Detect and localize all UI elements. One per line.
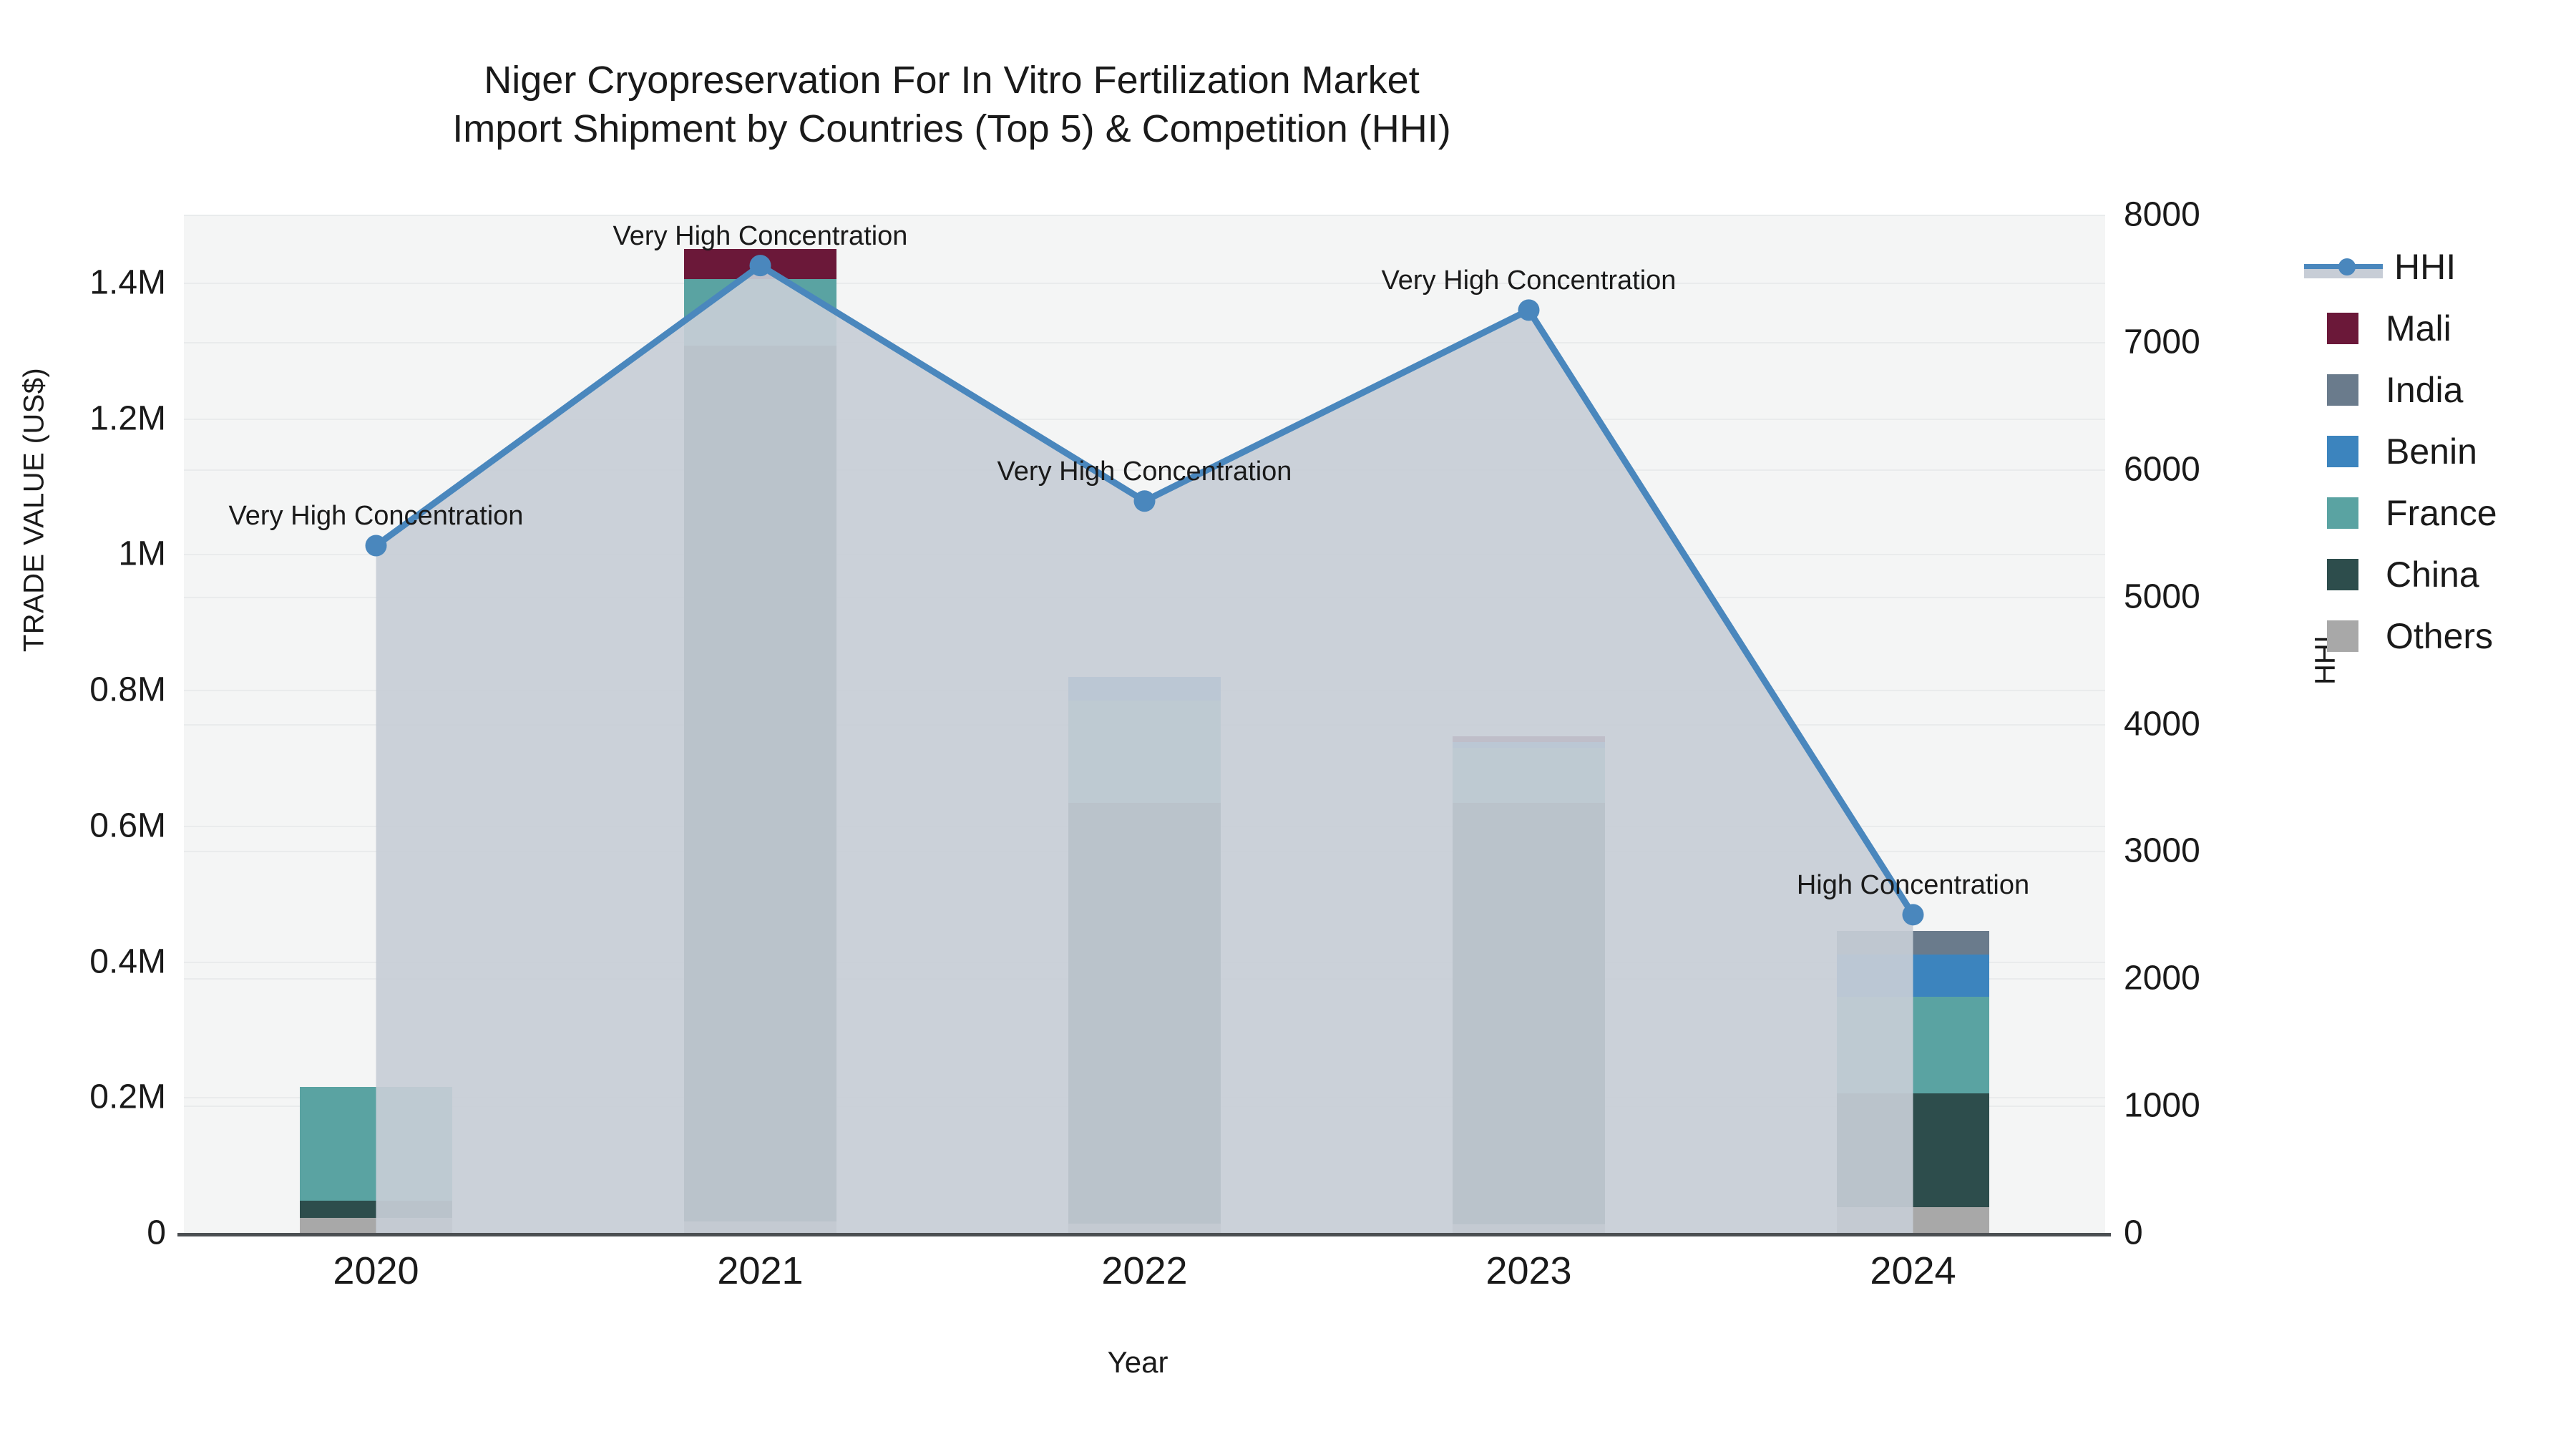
y-axis-left-tick: 0.2M	[89, 1078, 166, 1116]
x-axis-tick: 2022	[1101, 1249, 1188, 1292]
bar-group[interactable]	[1453, 215, 1605, 1233]
y-axis-right-tick: 7000	[2124, 323, 2200, 361]
y-axis-left-title: TRADE VALUE (US$)	[18, 367, 50, 653]
legend-item-france[interactable]: France	[2304, 482, 2497, 544]
y-axis-left-tick: 1.4M	[89, 263, 166, 302]
bar-segment-france[interactable]	[1068, 701, 1221, 803]
legend-item-others[interactable]: Others	[2304, 605, 2497, 667]
legend-swatch-icon	[2327, 620, 2358, 652]
bar-segment-china[interactable]	[300, 1201, 452, 1219]
legend-label: France	[2386, 493, 2497, 533]
bar-segment-mali[interactable]	[1453, 736, 1605, 743]
legend-swatch-icon	[2327, 497, 2358, 529]
bar-segment-others[interactable]	[300, 1218, 452, 1233]
bar-segment-china[interactable]	[1837, 1093, 1989, 1207]
bar-segment-france[interactable]	[1453, 747, 1605, 804]
bar-segment-benin[interactable]	[1837, 955, 1989, 997]
bar-segment-china[interactable]	[1453, 803, 1605, 1224]
legend-item-benin[interactable]: Benin	[2304, 421, 2497, 482]
bars-layer	[184, 215, 2105, 1233]
bar-group[interactable]	[300, 215, 452, 1233]
title-line-1: Niger Cryopreservation For In Vitro Fert…	[484, 59, 1420, 102]
x-axis-title: Year	[1107, 1345, 1169, 1379]
bar-segment-benin[interactable]	[1453, 742, 1605, 748]
y-axis-right-tick: 8000	[2124, 195, 2200, 234]
legend-item-hhi[interactable]: HHI	[2304, 236, 2497, 298]
legend-label: Mali	[2386, 308, 2451, 348]
x-axis-tick: 2024	[1870, 1249, 1956, 1292]
y-axis-right-tick: 4000	[2124, 705, 2200, 743]
y-axis-left-tick: 1.2M	[89, 399, 166, 438]
legend-label: Benin	[2386, 431, 2477, 472]
legend-item-india[interactable]: India	[2304, 359, 2497, 421]
y-axis-right-tick: 3000	[2124, 831, 2200, 870]
page-title: Niger Cryopreservation For In Vitro Fert…	[0, 56, 1903, 153]
bar-segment-france[interactable]	[300, 1087, 452, 1201]
y-axis-right-tick: 2000	[2124, 959, 2200, 997]
bar-segment-benin[interactable]	[1068, 677, 1221, 701]
y-axis-left-tick: 0.4M	[89, 942, 166, 981]
bar-group[interactable]	[1068, 215, 1221, 1233]
legend-swatch-icon	[2327, 436, 2358, 467]
legend-item-china[interactable]: China	[2304, 544, 2497, 605]
title-line-2: Import Shipment by Countries (Top 5) & C…	[452, 107, 1451, 151]
bar-group[interactable]	[1837, 215, 1989, 1233]
concentration-label: Very High Concentration	[613, 221, 908, 252]
legend-swatch-icon	[2327, 374, 2358, 406]
y-axis-left-tick: 0	[147, 1214, 166, 1252]
gridline	[184, 215, 2105, 216]
y-axis-right-tick: 5000	[2124, 577, 2200, 616]
y-axis-left-tick: 0.6M	[89, 806, 166, 845]
y-axis-right-tick: 0	[2124, 1214, 2143, 1252]
legend: HHI Mali India Benin France China Others	[2304, 236, 2497, 667]
concentration-label: High Concentration	[1796, 870, 2030, 901]
bar-segment-china[interactable]	[1068, 802, 1221, 1224]
y-axis-right-tick: 1000	[2124, 1086, 2200, 1125]
legend-label: China	[2386, 555, 2479, 595]
x-axis-tick: 2023	[1485, 1249, 1572, 1292]
legend-swatch-icon	[2327, 313, 2358, 344]
bar-segment-france[interactable]	[1837, 996, 1989, 1093]
concentration-label: Very High Concentration	[1381, 265, 1677, 296]
legend-label: Others	[2386, 616, 2494, 656]
bar-segment-mali[interactable]	[684, 249, 836, 280]
legend-label: HHI	[2394, 247, 2457, 287]
x-axis-tick: 2020	[333, 1249, 419, 1292]
bar-segment-india[interactable]	[1837, 930, 1989, 955]
bar-segment-others[interactable]	[1837, 1206, 1989, 1233]
bar-group[interactable]	[684, 215, 836, 1233]
y-axis-left-tick: 1M	[118, 535, 166, 573]
concentration-label: Very High Concentration	[997, 457, 1292, 487]
legend-swatch-icon	[2327, 559, 2358, 590]
bar-segment-china[interactable]	[684, 346, 836, 1221]
concentration-label: Very High Concentration	[228, 501, 524, 532]
bar-segment-others[interactable]	[1068, 1223, 1221, 1233]
x-axis-line	[177, 1233, 2111, 1236]
bar-segment-others[interactable]	[684, 1221, 836, 1233]
legend-line-icon	[2304, 251, 2383, 283]
y-axis-left-tick: 0.8M	[89, 670, 166, 709]
legend-item-mali[interactable]: Mali	[2304, 298, 2497, 359]
y-axis-right-tick: 6000	[2124, 450, 2200, 489]
x-axis-tick: 2021	[717, 1249, 804, 1292]
bar-segment-others[interactable]	[1453, 1224, 1605, 1233]
legend-label: India	[2386, 370, 2464, 410]
bar-segment-france[interactable]	[684, 279, 836, 346]
